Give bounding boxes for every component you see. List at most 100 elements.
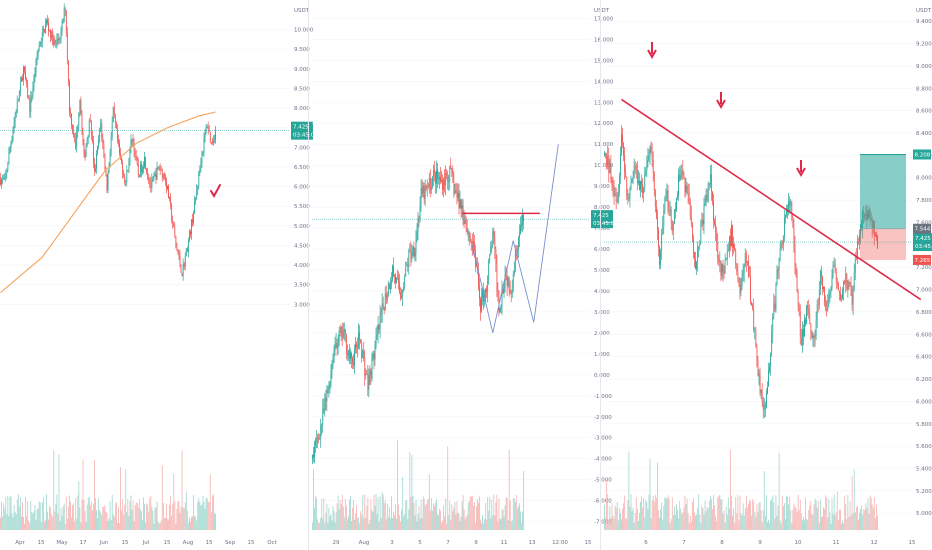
candle-body: [99, 128, 101, 140]
candle-body: [694, 252, 695, 260]
candle-body: [83, 143, 85, 155]
candle-body: [851, 294, 853, 305]
candle-body: [686, 185, 688, 191]
candle-body: [812, 335, 814, 338]
arrow-down-icon: [796, 160, 806, 178]
candle-body: [732, 225, 733, 249]
volume-bar: [117, 522, 118, 530]
candle-body: [107, 172, 109, 191]
candle-body: [829, 292, 831, 294]
candle-body: [191, 219, 192, 235]
candle-body: [726, 250, 728, 259]
candle-body: [645, 170, 647, 175]
candle-body: [425, 186, 427, 189]
volume-bar: [74, 520, 76, 530]
volume-bar: [811, 513, 813, 530]
candle-body: [648, 156, 650, 158]
candle-body: [180, 264, 182, 273]
volume-bar: [119, 523, 120, 530]
candle-body: [470, 241, 472, 243]
candle-body: [799, 311, 801, 337]
volume-bar: [640, 501, 641, 530]
volume-bar: [340, 504, 342, 530]
candle-body: [67, 60, 69, 82]
volume-bar: [369, 519, 371, 530]
candle-body: [315, 440, 317, 446]
candle-body: [375, 335, 377, 347]
x-tick-label: 7: [682, 540, 686, 546]
candle-body: [751, 302, 753, 305]
volume-bar: [61, 515, 63, 530]
candle-body: [680, 174, 682, 180]
volume-bar: [516, 508, 518, 530]
candle-body: [151, 179, 153, 189]
candle-body: [357, 347, 359, 348]
volume-bar: [719, 494, 721, 530]
volume-bar: [712, 509, 713, 530]
candle-body: [2, 178, 4, 180]
candle-body: [664, 198, 666, 211]
candle-body: [449, 166, 451, 182]
volume-bar: [377, 497, 379, 530]
volume-bar: [849, 501, 851, 530]
candle-body: [395, 275, 396, 283]
y-tick-label: 8.000: [294, 106, 310, 112]
volume-bar: [850, 515, 852, 530]
volume-bar: [816, 507, 818, 530]
candle-body: [312, 454, 313, 459]
candle-body: [440, 176, 441, 182]
candle-body: [669, 209, 671, 211]
volume-bar: [826, 497, 828, 530]
volume-bar: [610, 517, 612, 530]
volume-bar: [105, 512, 107, 530]
candle-body: [55, 43, 57, 45]
volume-bar: [618, 508, 620, 530]
y-tick-label: -6.000: [594, 499, 612, 505]
candle-body: [326, 390, 328, 401]
volume-bar: [836, 491, 838, 530]
candle-body: [28, 98, 30, 100]
candle-body: [165, 177, 166, 182]
volume-bar: [347, 516, 349, 530]
stop-zone: [860, 228, 906, 260]
volume-bar: [746, 507, 748, 530]
candle-body: [439, 176, 440, 179]
volume-bar: [806, 518, 808, 530]
volume-bar: [451, 504, 453, 530]
volume-bar: [323, 498, 325, 530]
candle-body: [806, 305, 808, 324]
candle-body: [376, 334, 378, 336]
volume-bar: [149, 498, 151, 530]
volume-bar: [99, 510, 101, 530]
volume-bar: [821, 517, 822, 530]
volume-bar: [397, 440, 398, 530]
volume-bar: [94, 459, 95, 530]
candle-body: [687, 190, 689, 194]
volume-bar: [108, 517, 110, 530]
volume-bar: [355, 513, 356, 530]
candle-body: [313, 454, 314, 458]
volume-bar: [103, 506, 105, 530]
candle-body: [93, 141, 94, 163]
candle-body: [424, 186, 426, 200]
volume-bar: [628, 451, 630, 530]
y-tick-label: 6.600: [916, 332, 932, 338]
candle-body: [399, 282, 401, 293]
volume-bar: [88, 496, 90, 530]
candle-body: [417, 218, 419, 232]
candle-body: [502, 288, 504, 294]
candle-body: [716, 231, 718, 242]
candle-body: [826, 308, 828, 311]
volume-bar: [787, 496, 788, 530]
volume-bar: [476, 506, 477, 530]
candle-body: [48, 22, 49, 31]
candle-body: [507, 277, 509, 287]
candle-body: [413, 246, 415, 257]
volume-bar: [133, 521, 135, 530]
candle-body: [156, 167, 158, 180]
candle-body: [324, 397, 326, 412]
volume-bar: [3, 503, 5, 530]
candle-body: [29, 99, 31, 113]
candle-body: [400, 292, 402, 298]
volume-bar: [51, 514, 53, 530]
